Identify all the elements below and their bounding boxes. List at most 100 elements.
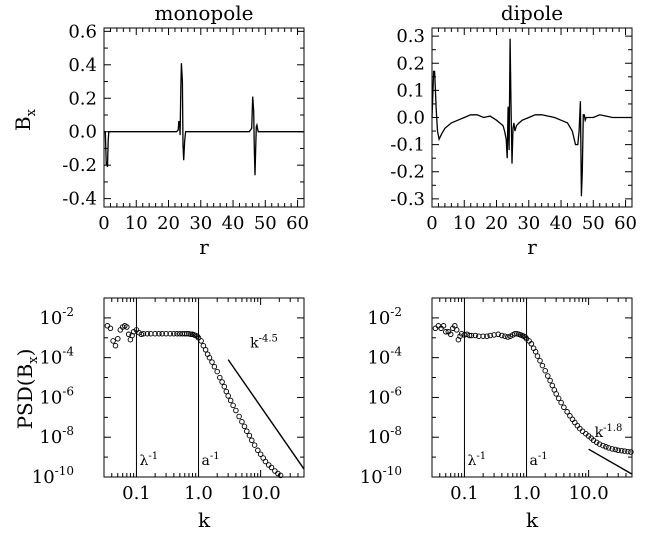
data-point — [537, 357, 543, 364]
data-point — [484, 333, 490, 339]
data-point — [188, 331, 194, 338]
data-point — [443, 329, 449, 335]
data-point — [555, 395, 562, 402]
x-tick-label: 40 — [222, 213, 245, 234]
data-point — [255, 447, 261, 454]
data-point — [221, 383, 228, 390]
data-point — [182, 330, 188, 337]
x-axis-label-dipole-psd: k — [526, 508, 539, 532]
data-point — [505, 334, 511, 340]
data-point — [534, 353, 541, 359]
y-tick-label: 10-8 — [367, 424, 402, 448]
x-tick-label: 1.0 — [512, 483, 541, 504]
x-tick-label: 50 — [254, 213, 277, 234]
data-point — [542, 367, 548, 374]
data-point — [214, 368, 220, 375]
y-tick-label: 10-4 — [367, 345, 402, 369]
y-tick-label: -0.4 — [62, 189, 97, 210]
data-point — [567, 413, 573, 419]
data-point — [545, 373, 551, 379]
data-point — [223, 388, 230, 395]
x-tick-label: 20 — [485, 213, 508, 234]
plot-frame — [431, 297, 633, 478]
panel-title-monopole: monopole — [154, 1, 253, 25]
data-point — [569, 416, 576, 423]
y-tick-label: 10-4 — [39, 345, 74, 369]
panel-dipole-bx: dipole r 0 10 20 30 40 50 60 -0.3 -0.2 -0.1 0.0 0.1… — [390, 1, 637, 259]
data-point — [211, 363, 218, 370]
data-point — [603, 444, 609, 450]
data-point — [432, 325, 439, 332]
x-tick-label: 30 — [517, 213, 540, 234]
series-line-bx — [431, 38, 632, 197]
data-point — [230, 402, 236, 409]
y-tick-label: 10-8 — [39, 424, 74, 448]
plot-frame — [103, 297, 305, 478]
data-point — [198, 338, 204, 344]
reference-slope-line — [588, 448, 633, 475]
data-point — [244, 428, 250, 434]
y-tick-label: 10-10 — [32, 464, 74, 488]
x-tick-label: 10.0 — [241, 483, 281, 504]
data-point — [618, 447, 625, 454]
x-axis-label-monopole-psd: k — [198, 508, 211, 532]
data-point — [487, 332, 493, 339]
data-point — [272, 468, 278, 474]
data-point — [144, 330, 151, 337]
data-point — [453, 327, 460, 333]
data-point — [625, 448, 631, 455]
data-point — [194, 333, 200, 339]
marker-label: λ-1 — [139, 451, 158, 469]
marker-label: a-1 — [530, 451, 548, 469]
panel-dipole-psd: k 0.1 1.0 10.0 10-10 10-8 10-6 10-4 10-2 λ-1 a-1 k… — [360, 297, 634, 532]
y-tick-label: 0.4 — [68, 55, 97, 76]
data-point — [621, 448, 628, 454]
x-tick-label: 10.0 — [569, 483, 609, 504]
data-point — [265, 462, 272, 468]
data-point — [512, 330, 518, 337]
data-point — [549, 382, 556, 389]
data-point — [458, 330, 465, 337]
x-tick-label: 10 — [453, 213, 476, 234]
plot-area-monopole-bx: 0 10 20 30 40 50 60 -0.4 -0.2 0.0 0.2 0.4 0.6 — [62, 21, 309, 234]
data-point — [495, 331, 501, 338]
data-point — [528, 341, 535, 347]
data-point — [499, 332, 505, 339]
plot-area-dipole-bx: 0 10 20 30 40 50 60 -0.3 -0.2 -0.1 0.0 0.1 0.2 0.3 — [390, 26, 637, 234]
y-tick-label: 10-2 — [39, 305, 74, 329]
data-point — [628, 449, 634, 455]
data-point — [246, 432, 253, 439]
data-point — [472, 332, 479, 339]
y-tick-label: -0.2 — [390, 162, 425, 183]
data-point — [241, 423, 248, 430]
data-point — [233, 407, 239, 414]
data-point — [564, 409, 570, 415]
y-tick-label: -0.2 — [62, 155, 97, 176]
x-tick-label: 40 — [550, 213, 573, 234]
data-point — [125, 331, 132, 338]
series-line-bx — [104, 63, 304, 176]
data-point — [140, 330, 147, 337]
panel-monopole-bx: monopole Bx r 0 10 20 30 40 50 60 -0.4 -0.2 0.0 0.… — [11, 1, 309, 259]
x-tick-label: 60 — [614, 213, 637, 234]
data-point — [572, 419, 578, 426]
data-point — [262, 458, 269, 465]
data-point — [600, 442, 606, 449]
y-tick-label: -0.3 — [390, 189, 425, 210]
y-tick-label: -0.1 — [390, 135, 425, 156]
data-point — [447, 331, 454, 338]
data-point — [553, 391, 559, 397]
data-point — [202, 347, 209, 353]
x-tick-label: 0 — [426, 213, 437, 234]
plot-frame — [103, 27, 305, 208]
y-tick-label: 10-2 — [367, 305, 402, 329]
x-tick-label: 30 — [189, 213, 212, 234]
plot-frame — [431, 27, 633, 208]
data-point — [502, 333, 508, 339]
data-point — [239, 418, 245, 425]
x-tick-label: 10 — [125, 213, 148, 234]
data-point — [227, 397, 234, 404]
reference-slope-label: k-4.5 — [250, 334, 278, 352]
data-point — [167, 330, 173, 337]
